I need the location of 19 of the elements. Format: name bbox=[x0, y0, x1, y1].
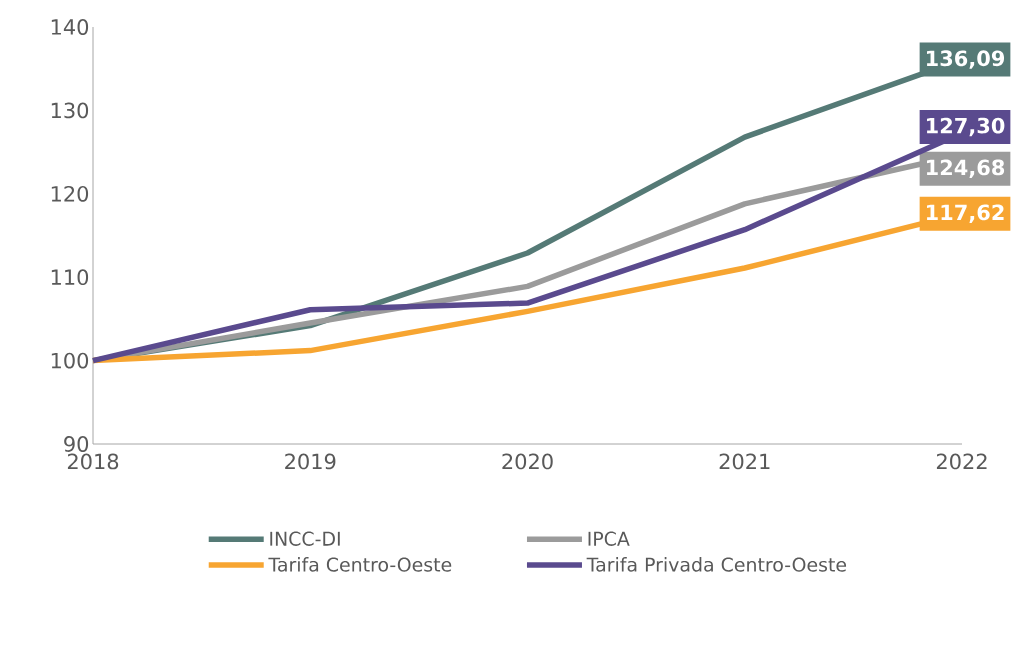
legend-label: INCC-DI bbox=[270, 531, 340, 546]
data-label: 136,09 bbox=[927, 50, 1005, 69]
y-tick-label: 90 bbox=[64, 436, 89, 452]
legend-label: Tarifa Centro-Oeste bbox=[268, 557, 452, 572]
y-tick-label: 120 bbox=[51, 185, 89, 202]
y-tick-label: 130 bbox=[51, 102, 89, 119]
data-label: 127,30 bbox=[927, 117, 1005, 137]
x-tick-label: 2018 bbox=[67, 453, 119, 470]
x-tick-label: 2019 bbox=[285, 453, 336, 470]
x-tick-label: 2021 bbox=[719, 453, 770, 470]
y-tick-label: 110 bbox=[51, 269, 89, 286]
legend-label: Tarifa Privada Centro-Oeste bbox=[586, 557, 847, 572]
x-tick-label: 2020 bbox=[502, 453, 553, 470]
data-label: 124,68 bbox=[927, 159, 1005, 179]
x-tick-label: 2022 bbox=[936, 453, 987, 470]
y-tick-label: 100 bbox=[51, 352, 89, 369]
data-label: 117,62 bbox=[927, 204, 1004, 223]
y-tick-label: 140 bbox=[51, 19, 89, 35]
legend-label: IPCA bbox=[588, 531, 630, 546]
